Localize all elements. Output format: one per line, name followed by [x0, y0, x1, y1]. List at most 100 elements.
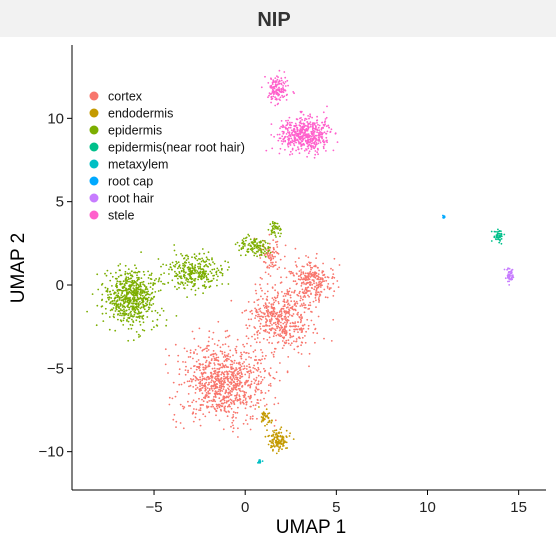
data-point	[136, 279, 139, 282]
data-point	[264, 250, 266, 253]
data-point	[264, 315, 267, 318]
data-point	[125, 276, 128, 278]
data-point	[230, 366, 233, 368]
data-point	[281, 340, 284, 342]
data-point	[280, 324, 282, 327]
data-point	[285, 339, 288, 342]
data-point	[205, 361, 207, 364]
data-point	[109, 290, 112, 293]
data-point	[224, 359, 227, 361]
data-point	[316, 332, 319, 335]
data-point	[193, 352, 195, 355]
series-metaxylem	[257, 459, 264, 464]
data-point	[142, 318, 145, 320]
data-point	[239, 377, 242, 380]
data-point	[142, 305, 145, 308]
data-point	[257, 244, 260, 247]
data-point	[329, 130, 332, 133]
data-point	[117, 318, 119, 321]
data-point	[297, 132, 300, 135]
data-point	[336, 141, 339, 144]
data-point	[179, 403, 182, 406]
data-point	[172, 265, 175, 267]
data-point	[510, 271, 513, 274]
data-point	[247, 395, 250, 398]
data-point	[110, 308, 113, 311]
data-point	[247, 352, 250, 355]
data-point	[273, 251, 276, 254]
data-point	[237, 385, 240, 387]
data-point	[233, 362, 236, 364]
data-point	[204, 287, 207, 289]
data-point	[318, 269, 320, 272]
data-point	[232, 430, 234, 433]
data-point	[318, 139, 321, 142]
data-point	[280, 327, 283, 329]
data-point	[268, 92, 271, 94]
data-point	[116, 289, 119, 292]
data-point	[276, 434, 279, 437]
data-point	[310, 130, 313, 133]
data-point	[322, 123, 325, 126]
data-point	[303, 131, 306, 134]
data-point	[126, 319, 128, 321]
data-point	[167, 372, 169, 374]
data-point	[301, 324, 304, 327]
data-point	[304, 296, 307, 298]
data-point	[307, 141, 310, 144]
data-point	[289, 296, 292, 299]
y-tick-label: −5	[47, 360, 64, 377]
data-point	[309, 113, 311, 116]
data-point	[316, 147, 319, 150]
data-point	[224, 392, 227, 395]
data-point	[214, 375, 217, 378]
data-point	[281, 336, 284, 339]
data-point	[310, 132, 313, 135]
data-point	[137, 284, 140, 286]
data-point	[234, 369, 237, 372]
data-point	[259, 310, 262, 312]
data-point	[268, 325, 271, 327]
data-point	[311, 140, 314, 142]
data-point	[296, 273, 298, 275]
data-point	[306, 272, 309, 275]
data-point	[508, 275, 511, 278]
data-point	[283, 328, 285, 330]
data-point	[284, 267, 286, 270]
data-point	[281, 448, 283, 451]
data-point	[270, 134, 273, 136]
data-point	[301, 316, 303, 319]
data-point	[303, 311, 306, 314]
data-point	[178, 271, 181, 273]
data-point	[293, 92, 295, 95]
data-point	[277, 341, 280, 343]
data-point	[219, 390, 222, 393]
data-point	[270, 307, 273, 309]
data-point	[222, 428, 225, 431]
data-point	[124, 273, 127, 276]
data-point	[308, 123, 310, 125]
data-point	[201, 384, 203, 387]
data-point	[280, 276, 282, 279]
data-point	[209, 270, 212, 273]
data-point	[302, 281, 305, 284]
data-point	[277, 139, 280, 142]
data-point	[245, 401, 247, 404]
data-point	[192, 378, 195, 381]
data-point	[219, 382, 221, 385]
data-point	[284, 89, 287, 92]
data-point	[192, 357, 194, 360]
data-point	[248, 356, 250, 358]
data-point	[265, 309, 268, 312]
data-point	[294, 131, 297, 134]
data-point	[263, 325, 266, 327]
data-point	[160, 280, 163, 283]
data-point	[113, 304, 116, 306]
data-point	[272, 265, 275, 267]
data-point	[188, 261, 190, 264]
data-point	[175, 260, 178, 263]
data-point	[280, 431, 283, 434]
data-point	[190, 281, 192, 283]
data-point	[270, 77, 272, 80]
data-point	[252, 350, 255, 353]
